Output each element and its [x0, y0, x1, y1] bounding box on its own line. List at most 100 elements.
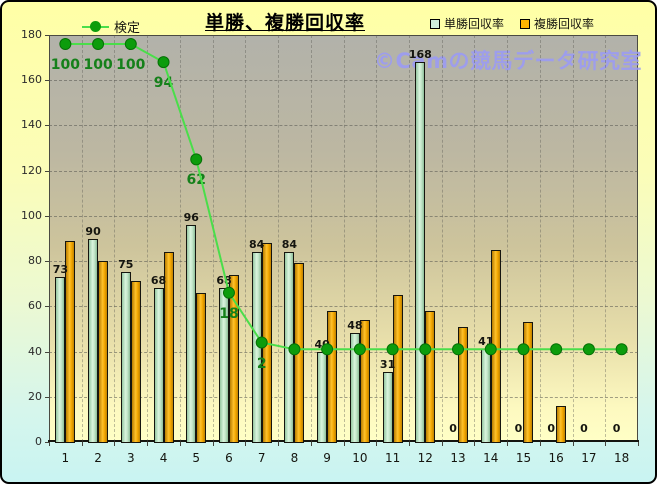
- bar-tansho-7: [251, 252, 262, 443]
- legend-fukusho-label: 複勝回収率: [534, 17, 595, 31]
- v-gridline: [441, 35, 443, 442]
- x-tick-mark: [638, 442, 639, 446]
- y-tick-label: 140: [21, 118, 42, 132]
- bar-fukusho-10: [359, 319, 370, 443]
- kentei-label-6: 18: [219, 305, 239, 322]
- y-tick-mark: [45, 351, 49, 353]
- bar-fukusho-12: [425, 310, 436, 443]
- x-tick-label: 4: [159, 451, 168, 465]
- y-tick-mark: [45, 170, 49, 172]
- y-tick-label: 180: [21, 28, 42, 41]
- bar-label-tansho-12: 168: [408, 48, 432, 62]
- bar-fukusho-15: [523, 322, 534, 443]
- v-gridline: [408, 35, 410, 442]
- bar-label-tansho-1: 73: [52, 262, 69, 276]
- x-tick-label: 15: [515, 451, 532, 465]
- bar-fukusho-6: [228, 274, 239, 443]
- x-tick-label: 6: [225, 451, 233, 465]
- v-gridline: [179, 35, 181, 442]
- v-gridline: [245, 35, 247, 442]
- bar-label-tansho-5: 96: [183, 210, 199, 224]
- bar-fukusho-9: [327, 310, 338, 443]
- bar-fukusho-13: [458, 326, 469, 443]
- v-gridline: [81, 35, 83, 442]
- legend-item-tansho: 単勝回収率: [430, 15, 504, 32]
- fukusho-swatch-icon: [520, 18, 531, 29]
- x-tick-label: 3: [126, 451, 135, 465]
- bar-label-tansho-9: 40: [314, 337, 330, 351]
- x-tick-label: 10: [352, 451, 368, 465]
- v-gridline: [474, 35, 476, 442]
- y-tick-mark: [45, 215, 49, 217]
- y-tick-mark: [45, 80, 49, 82]
- legend-tansho-label: 単勝回収率: [444, 17, 505, 31]
- x-tick-label: 7: [257, 451, 266, 465]
- bar-tansho-8: [284, 252, 295, 443]
- bar-label-tansho-4: 68: [150, 274, 167, 288]
- x-tick-label: 9: [323, 451, 331, 465]
- kentei-label-1: 100: [50, 57, 80, 74]
- v-gridline: [605, 35, 607, 442]
- bar-tansho-2: [88, 238, 99, 443]
- legend-kentei-label: 検定: [114, 21, 141, 36]
- bar-tansho-4: [153, 288, 164, 443]
- x-tick-label: 8: [290, 451, 299, 465]
- x-tick-mark: [81, 442, 83, 446]
- v-gridline: [539, 35, 541, 442]
- bar-label-tansho-14: 41: [478, 335, 494, 349]
- v-gridline: [147, 35, 149, 442]
- bar-tansho-5: [186, 224, 197, 443]
- bar-label-tansho-11: 31: [379, 357, 396, 371]
- kentei-dot-icon: [90, 20, 101, 32]
- x-tick-label: 16: [548, 451, 564, 465]
- bar-label-tansho-13: 0: [449, 422, 457, 435]
- h-gridline: [49, 351, 638, 353]
- y-tick-mark: [45, 396, 49, 398]
- kentei-label-3: 100: [116, 57, 146, 74]
- kentei-label-7: 2: [256, 355, 267, 372]
- bar-tansho-12: [415, 62, 426, 443]
- legend-item-fukusho: 複勝回収率: [520, 15, 594, 32]
- bar-label-tansho-15: 0: [514, 422, 523, 435]
- x-tick-mark: [474, 442, 476, 446]
- v-gridline: [310, 35, 312, 442]
- bar-label-tansho-6: 68: [216, 274, 232, 288]
- tansho-swatch-icon: [430, 18, 440, 29]
- kentei-label-4: 94: [153, 75, 174, 92]
- x-tick-label: 12: [417, 451, 433, 465]
- x-tick-mark: [114, 442, 116, 446]
- x-tick-mark: [605, 442, 607, 446]
- x-tick-mark: [408, 442, 410, 446]
- bar-label-tansho-2: 90: [85, 224, 101, 238]
- kentei-label-2: 100: [83, 57, 113, 74]
- bar-label-tansho-10: 48: [347, 319, 363, 333]
- x-tick-label: 18: [613, 451, 630, 465]
- kentei-line-icon: [82, 20, 109, 32]
- legend-bars: 単勝回収率 複勝回収率: [430, 15, 594, 32]
- x-tick-label: 2: [94, 451, 102, 465]
- x-tick-mark: [539, 442, 541, 446]
- x-tick-label: 13: [450, 451, 466, 465]
- y-tick-label: 80: [28, 254, 42, 268]
- x-tick-mark: [343, 442, 345, 446]
- y-tick-label: 20: [28, 389, 42, 403]
- bar-tansho-9: [317, 351, 328, 443]
- y-tick-label: 0: [35, 435, 42, 448]
- bar-label-tansho-7: 84: [249, 238, 265, 252]
- x-tick-mark: [179, 442, 181, 446]
- y-tick-label: 40: [28, 344, 42, 358]
- x-tick-label: 17: [581, 451, 597, 465]
- bar-label-tansho-3: 75: [118, 258, 134, 272]
- bar-fukusho-7: [261, 243, 272, 443]
- h-gridline: [49, 396, 638, 398]
- y-tick-label: 160: [21, 73, 42, 87]
- bar-tansho-10: [349, 333, 360, 443]
- x-tick-mark: [49, 442, 50, 446]
- bar-label-tansho-17: 0: [580, 422, 588, 435]
- x-tick-mark: [212, 442, 214, 446]
- x-tick-mark: [572, 442, 574, 446]
- x-tick-mark: [245, 442, 247, 446]
- y-tick-mark: [45, 125, 49, 127]
- bar-label-tansho-8: 84: [281, 238, 298, 252]
